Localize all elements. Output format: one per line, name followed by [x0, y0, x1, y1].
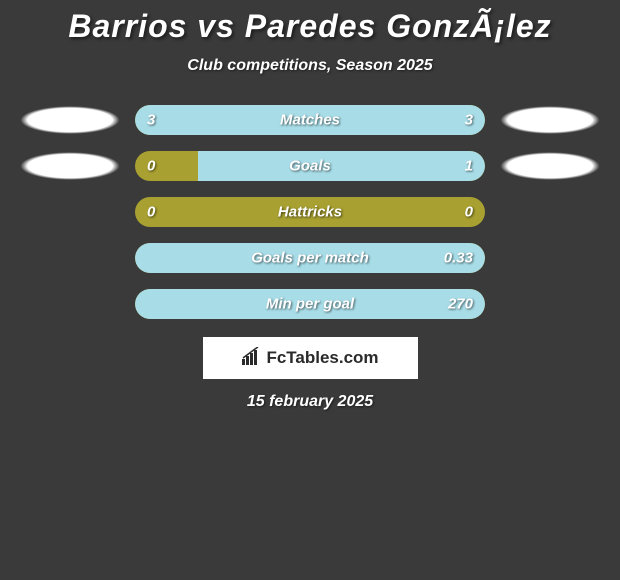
stat-bar: Min per goal 270: [135, 289, 485, 319]
stat-label: Goals: [289, 158, 331, 175]
stats-row: Min per goal 270: [0, 289, 620, 319]
avatar-spacer: [500, 290, 600, 318]
stat-label: Hattricks: [278, 204, 342, 221]
player-avatar-right: [500, 152, 600, 180]
stats-row: 0 Hattricks 0: [0, 197, 620, 227]
stat-value-left: 0: [147, 158, 155, 175]
stats-row: 3 Matches 3: [0, 105, 620, 135]
stat-label: Goals per match: [251, 250, 369, 267]
stat-label: Matches: [280, 112, 340, 129]
bar-right-fill: [198, 151, 485, 181]
stat-bar: 0 Hattricks 0: [135, 197, 485, 227]
stat-value-right: 0.33: [444, 250, 473, 267]
stat-value-right: 1: [465, 158, 473, 175]
stats-container: 3 Matches 3 0 Goals 1 0 Hattricks 0 Goals per mat…: [0, 105, 620, 319]
stat-value-right: 270: [448, 296, 473, 313]
stat-bar: Goals per match 0.33: [135, 243, 485, 273]
stat-value-right: 3: [465, 112, 473, 129]
stats-row: 0 Goals 1: [0, 151, 620, 181]
logo-text: FcTables.com: [266, 348, 378, 368]
player-avatar-right: [500, 106, 600, 134]
logo: FcTables.com: [241, 347, 378, 370]
avatar-spacer: [500, 198, 600, 226]
player-avatar-left: [20, 106, 120, 134]
stat-bar: 3 Matches 3: [135, 105, 485, 135]
comparison-chart: Barrios vs Paredes GonzÃ¡lez Club compet…: [0, 0, 620, 411]
stats-row: Goals per match 0.33: [0, 243, 620, 273]
avatar-spacer: [20, 290, 120, 318]
chart-subtitle: Club competitions, Season 2025: [0, 57, 620, 75]
chart-date: 15 february 2025: [0, 393, 620, 411]
avatar-spacer: [20, 198, 120, 226]
stat-label: Min per goal: [266, 296, 354, 313]
avatar-spacer: [20, 244, 120, 272]
bars-icon: [241, 347, 263, 370]
stat-bar: 0 Goals 1: [135, 151, 485, 181]
stat-value-left: 0: [147, 204, 155, 221]
logo-box: FcTables.com: [203, 337, 418, 379]
chart-title: Barrios vs Paredes GonzÃ¡lez: [0, 8, 620, 45]
avatar-spacer: [500, 244, 600, 272]
stat-value-right: 0: [465, 204, 473, 221]
stat-value-left: 3: [147, 112, 155, 129]
player-avatar-left: [20, 152, 120, 180]
